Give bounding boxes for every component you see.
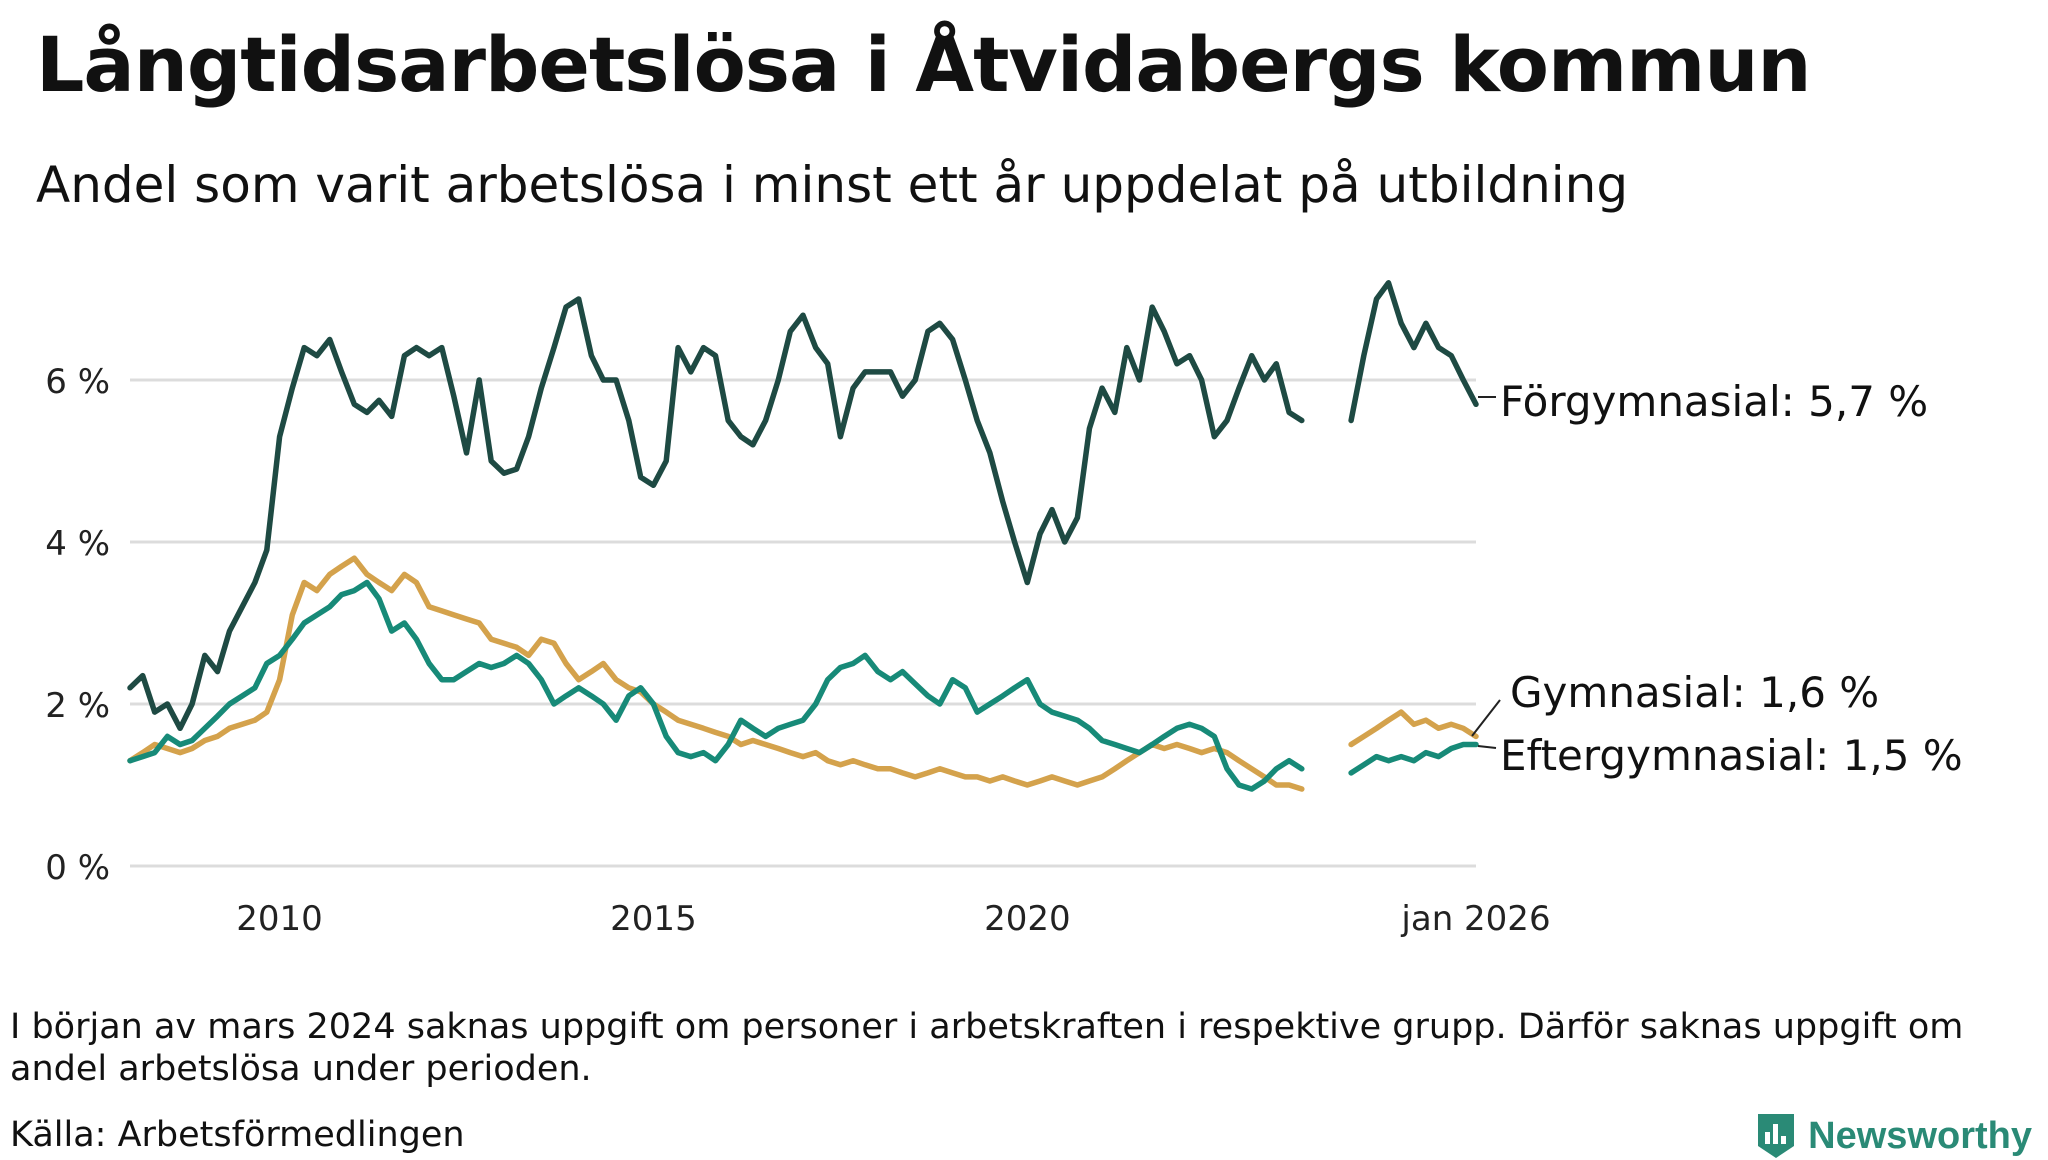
end-label-gymnasial: Gymnasial: 1,6 % bbox=[1510, 668, 1879, 717]
source-text: Källa: Arbetsförmedlingen bbox=[10, 1115, 465, 1155]
y-tick-label: 6 % bbox=[45, 362, 110, 402]
series-line-gymnasial-0 bbox=[127, 555, 1305, 792]
series-line-förgymnasial-0 bbox=[127, 296, 1305, 732]
leader-line bbox=[1471, 699, 1501, 737]
chart-subtitle: Andel som varit arbetslösa i minst ett å… bbox=[36, 156, 1629, 214]
line-chart: 0 % 2 % 4 % 6 % 2010 2015 2020 jan 2026 Förgym… bbox=[45, 280, 1963, 939]
leader-line bbox=[1477, 745, 1497, 749]
end-labels: Förgymnasial: 5,7 % Gymnasial: 1,6 % Efter… bbox=[1471, 377, 1963, 780]
x-tick-label: 2020 bbox=[984, 899, 1071, 939]
series-line-eftergymnasial-1 bbox=[1348, 741, 1479, 776]
x-axis-ticks: 2010 2015 2020 jan 2026 bbox=[236, 899, 1550, 939]
y-tick-label: 0 % bbox=[45, 848, 110, 888]
end-label-eftergymnasial: Eftergymnasial: 1,5 % bbox=[1500, 731, 1963, 780]
y-tick-label: 2 % bbox=[45, 686, 110, 726]
newsworthy-logo-icon bbox=[1758, 1114, 1795, 1158]
y-tick-label: 4 % bbox=[45, 524, 110, 564]
x-tick-label: jan 2026 bbox=[1400, 899, 1550, 939]
gridlines bbox=[130, 378, 1476, 868]
series-line-gymnasial-1 bbox=[1348, 709, 1479, 748]
y-axis-ticks: 0 % 2 % 4 % 6 % bbox=[45, 362, 110, 888]
end-label-förgymnasial: Förgymnasial: 5,7 % bbox=[1500, 377, 1928, 426]
series-line-förgymnasial-1 bbox=[1348, 280, 1479, 424]
chart-title: Långtidsarbetslösa i Åtvidabergs kommun bbox=[36, 20, 1812, 109]
newsworthy-logo: Newsworthy bbox=[1754, 1112, 2032, 1160]
brand-name: Newsworthy bbox=[1808, 1114, 2032, 1157]
x-tick-label: 2010 bbox=[236, 899, 323, 939]
series-line-eftergymnasial-0 bbox=[127, 579, 1305, 792]
series-lines bbox=[127, 280, 1479, 792]
footnote: I början av mars 2024 saknas uppgift om … bbox=[10, 1007, 1964, 1089]
x-tick-label: 2015 bbox=[610, 899, 697, 939]
